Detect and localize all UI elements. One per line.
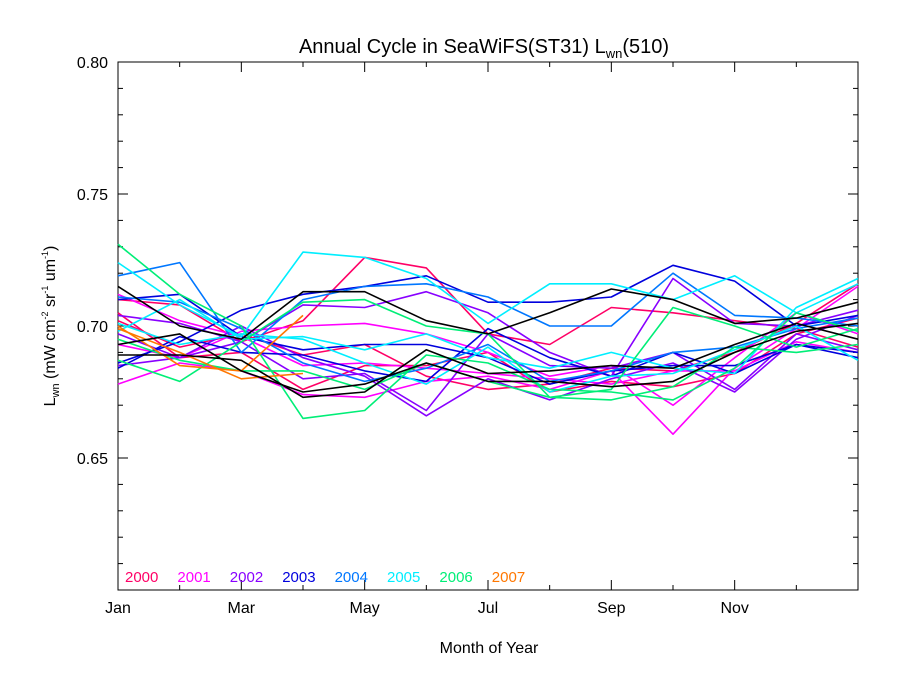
series-line-20 [117, 314, 304, 372]
y-tick-label: 0.75 [77, 187, 108, 204]
x-tick-label: Jan [105, 600, 131, 617]
series-line-22 [117, 285, 859, 341]
x-axis-label: Month of Year [440, 640, 539, 657]
y-axis-label: Lwn (mW cm-2 sr-1 um-1) [40, 246, 62, 407]
y-tick-label: 0.80 [77, 55, 108, 72]
legend-entry: 2004 [335, 569, 368, 586]
y-tick-label: 0.70 [77, 319, 108, 336]
x-tick-label: Mar [228, 600, 256, 617]
series-line-10 [117, 264, 859, 364]
series-line-16 [117, 322, 859, 393]
series-line-17 [117, 243, 859, 420]
legend-entry: 2003 [282, 569, 315, 586]
y-tick-label: 0.65 [77, 451, 108, 468]
axis-ticks [117, 61, 859, 591]
x-tick-label: Sep [597, 600, 626, 617]
series-line-12 [117, 261, 859, 354]
series-lines [117, 243, 859, 436]
series-line-23 [117, 322, 859, 393]
legend-entry: 2006 [439, 569, 472, 586]
legend-entry: 2005 [387, 569, 420, 586]
legend-entry: 2000 [125, 569, 158, 586]
series-line-4 [117, 311, 859, 407]
legend-entry: 2007 [492, 569, 525, 586]
legend-entry: 2002 [230, 569, 263, 586]
series-line-21 [117, 327, 304, 380]
chart-title: Annual Cycle in SeaWiFS(ST31) Lwn(510) [299, 36, 669, 61]
legend-entry: 2001 [177, 569, 210, 586]
plot-frame [117, 61, 859, 591]
series-line-24 [118, 322, 859, 399]
series-line-14 [117, 251, 859, 338]
tick-labels: Jan Mar May Jul Sep Nov 0.80 0.75 0.70 0.65 [77, 55, 749, 617]
x-tick-label: May [350, 600, 380, 617]
x-tick-label: Jul [478, 600, 498, 617]
legend: 2000 2001 2002 2003 2004 2005 2006 2007 [125, 569, 525, 586]
x-tick-label: Nov [720, 600, 748, 617]
